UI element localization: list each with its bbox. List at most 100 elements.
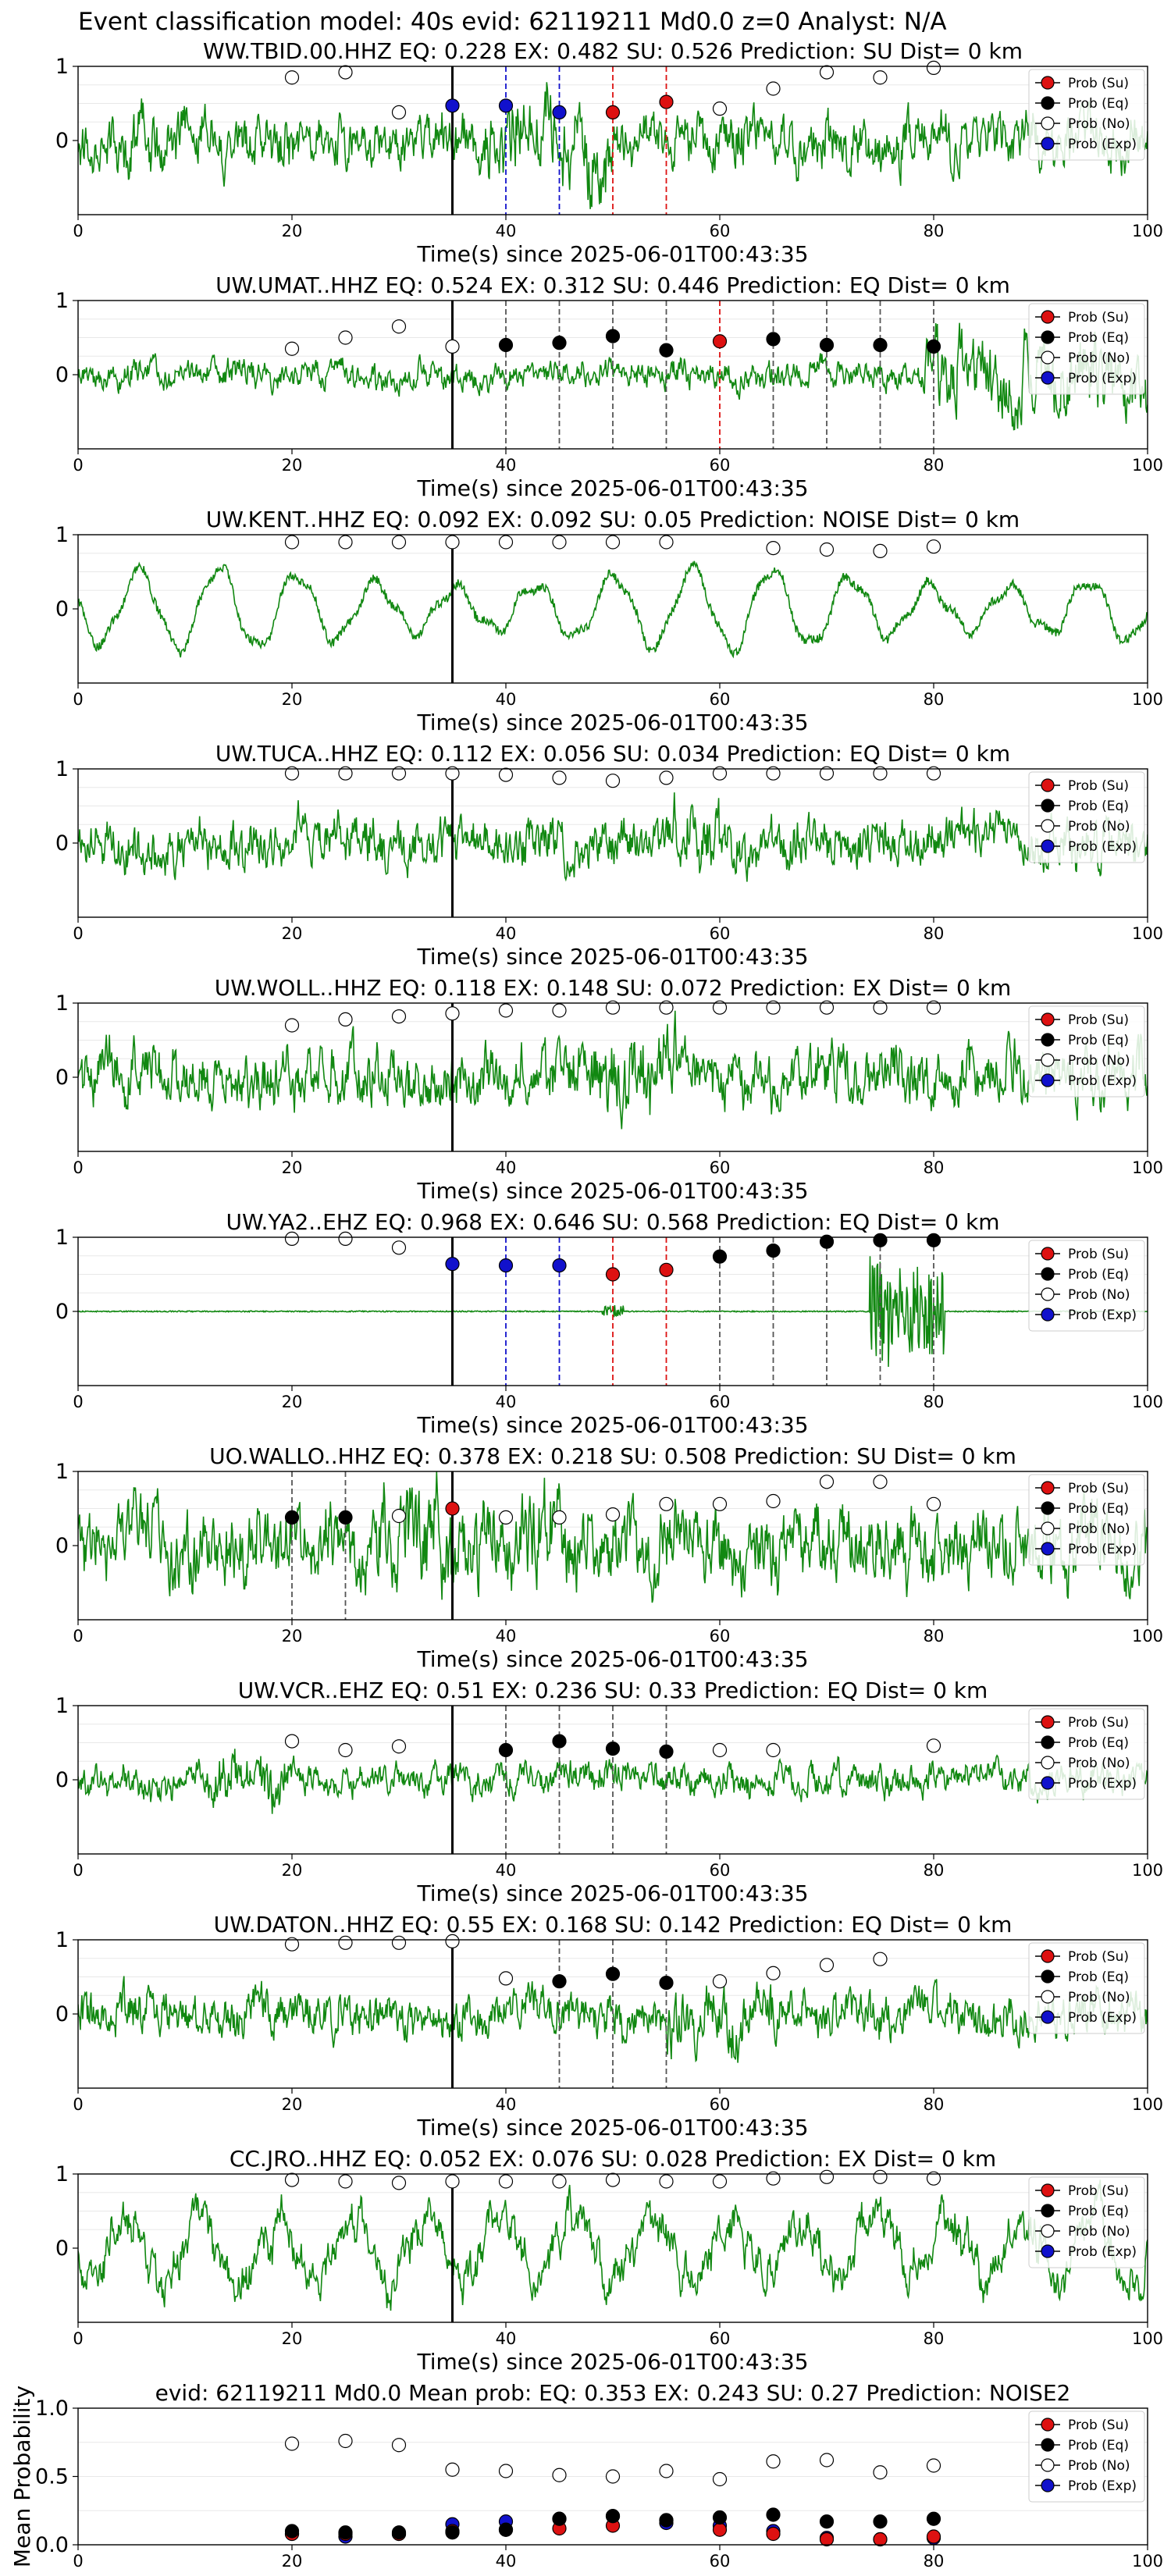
prob-point (766, 1493, 781, 1509)
prob-point (445, 1006, 460, 1021)
legend: Prob (Su) Prob (Eq) Prob (No) Prob (Exp) (1028, 1240, 1145, 1332)
y-axis-label: Mean Probability (9, 2386, 35, 2567)
legend-label: Prob (No) (1068, 1053, 1130, 1069)
prob-point (926, 339, 941, 354)
x-tick-label: 20 (282, 1627, 303, 1646)
legend-marker (1041, 2478, 1055, 2492)
legend-marker (1041, 116, 1055, 130)
prob-point (284, 1018, 300, 1033)
prob-point (659, 94, 674, 109)
prob-point (445, 766, 460, 781)
legend-label: Prob (Exp) (1068, 2010, 1137, 2026)
prob-point (284, 1734, 300, 1749)
prob-point (766, 1243, 781, 1258)
x-tick-label: 0 (73, 2552, 83, 2571)
legend-marker (1041, 96, 1055, 110)
legend-marker (1041, 2458, 1055, 2472)
x-axis-label: Time(s) since 2025-06-01T00:43:35 (416, 1880, 808, 1906)
x-tick-label: 100 (1132, 924, 1163, 943)
x-tick-label: 0 (73, 1393, 83, 1411)
prob-point (284, 70, 300, 85)
x-tick-label: 80 (924, 456, 945, 475)
waveform-trace (78, 560, 1148, 659)
y-tick-label: 1 (55, 1694, 69, 1718)
prob-point (605, 2172, 621, 2187)
prob-point (338, 330, 353, 345)
y-tick-label: 0 (55, 363, 69, 387)
legend-marker (1041, 2183, 1055, 2197)
y-tick-label: 0 (55, 1534, 69, 1558)
panel-2: UW.KENT..HHZ EQ: 0.092 EX: 0.092 SU: 0.0… (55, 507, 1163, 735)
legend-marker (1041, 1073, 1055, 1087)
mean-prob-point (712, 2510, 728, 2525)
legend-label: Prob (Su) (1068, 778, 1129, 794)
mean-prob-point (873, 2532, 888, 2547)
panel-title: evid: 62119211 Md0.0 Mean prob: EQ: 0.35… (155, 2380, 1071, 2406)
prob-point (873, 1475, 888, 1489)
prob-point (498, 337, 514, 353)
prob-point (712, 1742, 728, 1758)
x-tick-label: 20 (282, 2329, 303, 2348)
panel-8: UW.DATON..HHZ EQ: 0.55 EX: 0.168 SU: 0.1… (55, 1912, 1163, 2140)
prob-point (926, 1496, 941, 1511)
x-axis-label: Time(s) since 2025-06-01T00:43:35 (416, 241, 808, 267)
prob-point (605, 1507, 621, 1522)
panel-10: evid: 62119211 Md0.0 Mean prob: EQ: 0.35… (9, 2380, 1163, 2571)
prob-point (766, 81, 781, 96)
prob-point (552, 2174, 567, 2189)
legend-label: Prob (Su) (1068, 1012, 1129, 1028)
x-tick-label: 20 (282, 1158, 303, 1177)
x-tick-label: 40 (496, 2095, 517, 2114)
x-tick-label: 40 (496, 1627, 517, 1646)
prob-point (659, 1262, 674, 1277)
legend-marker (1041, 2438, 1055, 2452)
legend-label: Prob (Exp) (1068, 2244, 1137, 2260)
x-tick-label: 80 (924, 1393, 945, 1411)
x-tick-label: 40 (496, 2329, 517, 2348)
legend-marker (1041, 1735, 1055, 1749)
x-tick-label: 40 (496, 456, 517, 475)
prob-point (926, 1738, 941, 1753)
prob-point (926, 539, 941, 554)
x-tick-label: 0 (73, 1627, 83, 1646)
prob-point (712, 1000, 728, 1015)
legend-marker (1041, 310, 1055, 324)
prob-point (659, 535, 674, 550)
prob-point (391, 1935, 407, 1950)
prob-point (712, 334, 728, 349)
x-axis-label: Time(s) since 2025-06-01T00:43:35 (416, 1646, 808, 1672)
x-tick-label: 60 (710, 222, 731, 240)
legend-label: Prob (No) (1068, 1756, 1130, 1771)
prob-point (391, 535, 407, 550)
mean-prob-point (873, 2465, 888, 2480)
legend-label: Prob (Su) (1068, 1481, 1129, 1496)
legend-box (1028, 1708, 1145, 1800)
prob-point (819, 766, 835, 781)
prob-point (712, 766, 728, 781)
legend-marker (1041, 1033, 1055, 1047)
prob-point (766, 2171, 781, 2186)
mean-prob-point (712, 2522, 728, 2537)
legend-marker (1041, 1949, 1055, 1963)
prob-point (819, 1475, 835, 1489)
prob-point (873, 70, 888, 85)
x-axis-label: Time(s) since 2025-06-01T00:43:35 (416, 475, 808, 501)
legend-box (1028, 771, 1145, 863)
x-tick-label: 80 (924, 2329, 945, 2348)
legend-marker (1041, 1247, 1055, 1261)
prob-point (552, 336, 567, 350)
legend-label: Prob (No) (1068, 2458, 1130, 2474)
mean-prob-point (819, 2453, 835, 2467)
x-axis-label: Time(s) since 2025-06-01T00:43:35 (416, 2349, 808, 2375)
legend-marker (1041, 799, 1055, 813)
legend-marker (1041, 1308, 1055, 1322)
legend-marker (1041, 137, 1055, 151)
legend-label: Prob (Eq) (1068, 2204, 1129, 2219)
prob-point (552, 105, 567, 119)
panel-7: UW.VCR..EHZ EQ: 0.51 EX: 0.236 SU: 0.33 … (55, 1678, 1163, 1906)
prob-point (498, 1003, 514, 1018)
prob-point (284, 341, 300, 356)
prob-point (552, 1510, 567, 1525)
legend-label: Prob (Su) (1068, 2418, 1129, 2433)
legend-label: Prob (Su) (1068, 1247, 1129, 1262)
